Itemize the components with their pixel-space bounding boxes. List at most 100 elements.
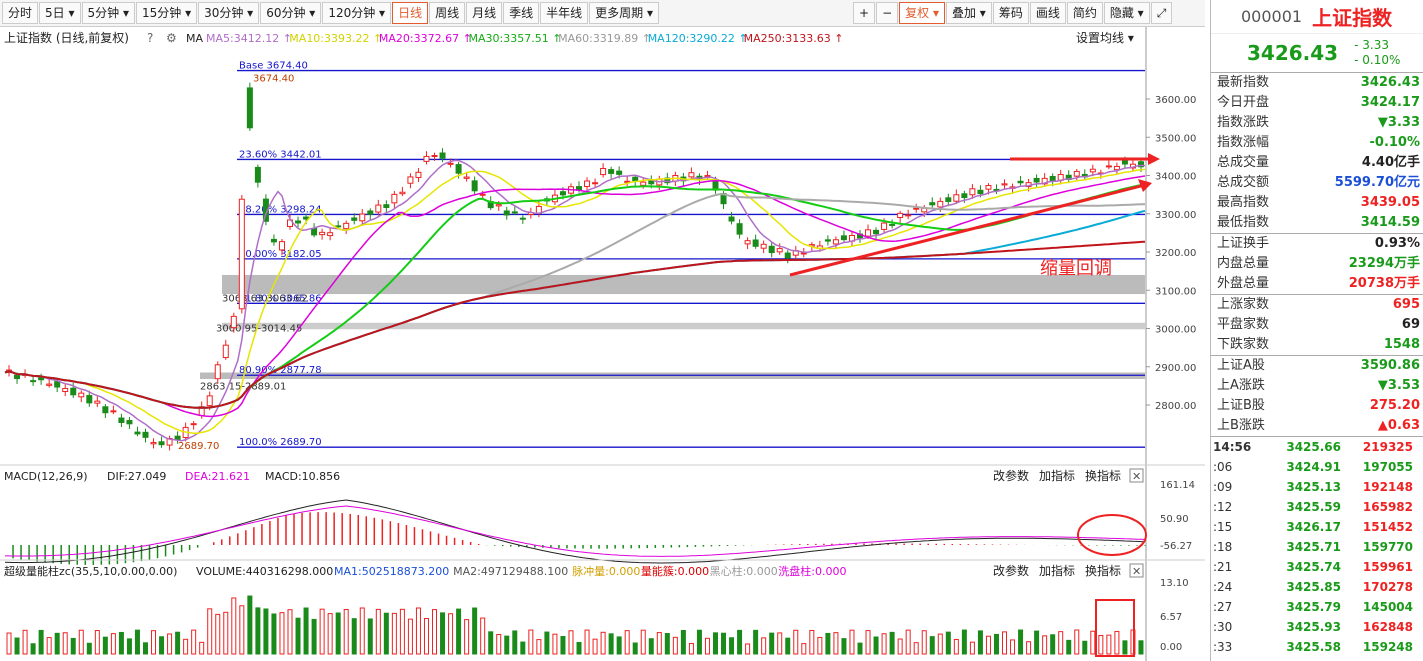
stat-value: ▲0.63 <box>1377 418 1420 433</box>
stat-value: 3439.05 <box>1360 195 1420 210</box>
ma-settings-button[interactable]: 设置均线 ▾ <box>1076 31 1134 45</box>
highlight-box <box>1095 599 1135 657</box>
volume-button-2[interactable]: 换指标 <box>1085 563 1121 578</box>
volume-bar <box>1114 630 1120 655</box>
volume-bar <box>977 630 983 655</box>
volume-button-0[interactable]: 改参数 <box>993 563 1029 578</box>
stat-row: 上证A股 3590.86 <box>1211 356 1423 376</box>
toolbar-right-7[interactable]: 隐藏 ▾ <box>1103 2 1150 24</box>
period-tab-6[interactable]: 120分钟 ▾ <box>322 2 392 24</box>
period-tab-12[interactable]: 更多周期 ▾ <box>589 2 659 24</box>
tick-row: 14:56 3425.66 219325 <box>1211 437 1423 457</box>
volume-bar <box>929 636 935 655</box>
candle-body <box>1113 165 1120 171</box>
close-icon[interactable] <box>1129 468 1144 483</box>
candle-body <box>391 193 398 204</box>
tick-row: :06 3424.91 197055 <box>1211 457 1423 477</box>
volume-bar <box>1034 630 1040 655</box>
candle-body <box>383 204 390 208</box>
stat-value: 4.40亿手 <box>1361 155 1420 170</box>
candle-body <box>70 387 77 396</box>
candle-body <box>399 191 406 195</box>
toolbar-right-2[interactable]: 复权 ▾ <box>899 2 945 24</box>
volume-bar <box>961 629 967 655</box>
toolbar-right-4[interactable]: 筹码 <box>992 2 1029 24</box>
tick-volume: 165982 <box>1362 500 1413 514</box>
volume-bar <box>833 632 839 655</box>
macd-value: MACD:10.856 <box>265 470 340 483</box>
volume-bar <box>1074 629 1080 655</box>
volume-bar <box>126 638 132 655</box>
candle-body <box>776 248 783 253</box>
toolbar-right-6[interactable]: 简约 <box>1066 2 1103 24</box>
candle-body <box>262 198 269 222</box>
period-tab-10[interactable]: 季线 <box>503 2 540 24</box>
volume-bar <box>696 629 702 655</box>
candle-body <box>840 235 847 241</box>
candle-body <box>881 222 888 230</box>
volume-bar <box>865 630 871 655</box>
volume-bar <box>239 605 245 655</box>
stat-label: 指数涨跌 <box>1217 115 1270 130</box>
stats-group-2: 上证换手 0.93% 内盘总量 23294万手 外盘总量 20738万手 <box>1211 233 1423 294</box>
volume-bar <box>656 632 662 655</box>
candle-body <box>222 344 229 358</box>
candle-body <box>640 181 647 186</box>
stat-label: 外盘总量 <box>1217 276 1270 291</box>
candle-body <box>423 155 430 162</box>
candle-body <box>1121 160 1128 165</box>
macd-button-2[interactable]: 换指标 <box>1085 468 1121 483</box>
toolbar-right-1[interactable]: − <box>876 2 899 24</box>
volume-bar <box>22 629 28 655</box>
volume-bar <box>191 629 197 655</box>
volume-bar <box>359 607 365 655</box>
volume-bar <box>159 636 165 655</box>
candle-body <box>768 245 775 254</box>
tick-time: :18 <box>1213 540 1233 554</box>
volume-bar <box>263 608 269 655</box>
candle-body <box>62 387 69 393</box>
price-tick-label: 3100.00 <box>1155 286 1196 297</box>
tick-price: 3425.79 <box>1286 600 1341 614</box>
price-tick-label: 3600.00 <box>1155 95 1196 106</box>
period-tab-7[interactable]: 日线 <box>392 2 429 24</box>
tick-volume: 219325 <box>1362 440 1413 454</box>
ma-legend-7: MA250:3133.63 ↑ <box>744 32 844 45</box>
stat-row: 指数涨跌 ▼3.33 <box>1211 113 1423 133</box>
period-tab-5[interactable]: 60分钟 ▾ <box>260 2 322 24</box>
period-tab-3[interactable]: 15分钟 ▾ <box>135 2 198 24</box>
tick-row: :27 3425.79 145004 <box>1211 597 1423 617</box>
candle-body <box>519 217 526 220</box>
candle-body <box>929 202 936 206</box>
candle-body <box>945 197 952 202</box>
toolbar-right-5[interactable]: 画线 <box>1029 2 1066 24</box>
volume-button-1[interactable]: 加指标 <box>1039 563 1075 578</box>
volume-bar <box>568 630 574 655</box>
price-tick-label: 3400.00 <box>1155 172 1196 183</box>
period-tab-1[interactable]: 5日 ▾ <box>39 2 81 24</box>
period-tab-4[interactable]: 30分钟 ▾ <box>198 2 260 24</box>
fib-label: 100.0% 2689.70 <box>239 437 322 448</box>
close-icon[interactable] <box>1129 563 1144 578</box>
period-tab-8[interactable]: 周线 <box>429 2 466 24</box>
period-tab-9[interactable]: 月线 <box>466 2 503 24</box>
toolbar-right-0[interactable]: + <box>853 2 876 24</box>
macd-button-1[interactable]: 加指标 <box>1039 468 1075 483</box>
volume-bar <box>512 630 518 655</box>
candle-body <box>343 222 350 230</box>
tick-list[interactable]: 14:56 3425.66 219325:06 3424.91 197055:09 342… <box>1211 436 1423 661</box>
toolbar-right-3[interactable]: 叠加 ▾ <box>945 2 992 24</box>
stat-value: 3424.17 <box>1360 95 1420 110</box>
volume-bar <box>1106 634 1112 655</box>
period-tab-0[interactable]: 分时 <box>2 2 39 24</box>
stat-row: 上A涨跌 ▼3.53 <box>1211 376 1423 396</box>
period-tab-2[interactable]: 5分钟 ▾ <box>81 2 135 24</box>
period-tab-11[interactable]: 半年线 <box>540 2 589 24</box>
macd-button-0[interactable]: 改参数 <box>993 468 1029 483</box>
candle-body <box>206 395 213 407</box>
fullscreen-icon[interactable]: ⤢ <box>1150 2 1173 24</box>
chart-canvas[interactable]: 上证指数 (日线,前复权)? ⚙ MA MA5:3412.12 ↑MA10:3393.… <box>0 27 1205 661</box>
volume-bar <box>375 608 381 655</box>
low-label: 2689.70 <box>178 441 219 452</box>
tick-row: :24 3425.85 170278 <box>1211 577 1423 597</box>
